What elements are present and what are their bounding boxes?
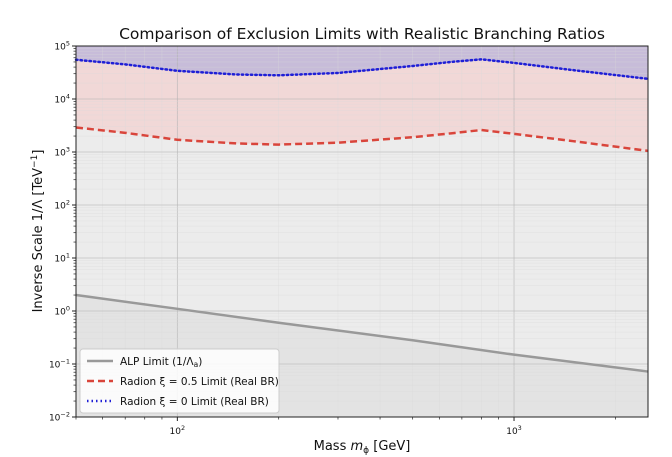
axis-ticks: 102 103 10−2 10−1 100 101 102 103 104 105: [49, 40, 616, 437]
series-lines: [74, 58, 650, 373]
plot-frame: [75, 45, 649, 418]
y-tick-label: 102: [54, 199, 70, 212]
legend-label-alp: ALP Limit (1/Λa): [120, 356, 202, 369]
x-axis-label: Mass mϕ [GeV]: [314, 439, 411, 456]
x-tick-label: 102: [170, 424, 186, 437]
legend-label-radion-xi-0: Radion ξ = 0 Limit (Real BR): [120, 396, 269, 408]
radion-xi-05-line: [75, 126, 649, 153]
chart-title: Comparison of Exclusion Limits with Real…: [119, 25, 605, 43]
y-tick-label: 101: [54, 252, 70, 265]
y-tick-label: 100: [54, 305, 70, 318]
alp-limit-line: [75, 293, 649, 373]
legend-label-radion-xi-05: Radion ξ = 0.5 Limit (Real BR): [120, 376, 279, 388]
legend-box: [79, 348, 280, 414]
y-tick-label: 10−1: [49, 358, 70, 371]
legend: ALP Limit (1/Λa) Radion ξ = 0.5 Limit (R…: [79, 348, 280, 414]
x-tick-label: 103: [506, 424, 522, 437]
y-tick-label: 105: [54, 40, 70, 53]
region-radion-05-to-0: [76, 59, 648, 151]
radion-xi-0-line: [74, 58, 650, 81]
y-tick-label: 103: [54, 146, 70, 159]
y-tick-label: 10−2: [49, 411, 70, 424]
y-tick-label: 104: [54, 93, 70, 106]
region-alp-to-radion-05: [76, 127, 648, 372]
y-axis-label: Inverse Scale 1/Λ [TeV−1]: [30, 150, 46, 313]
